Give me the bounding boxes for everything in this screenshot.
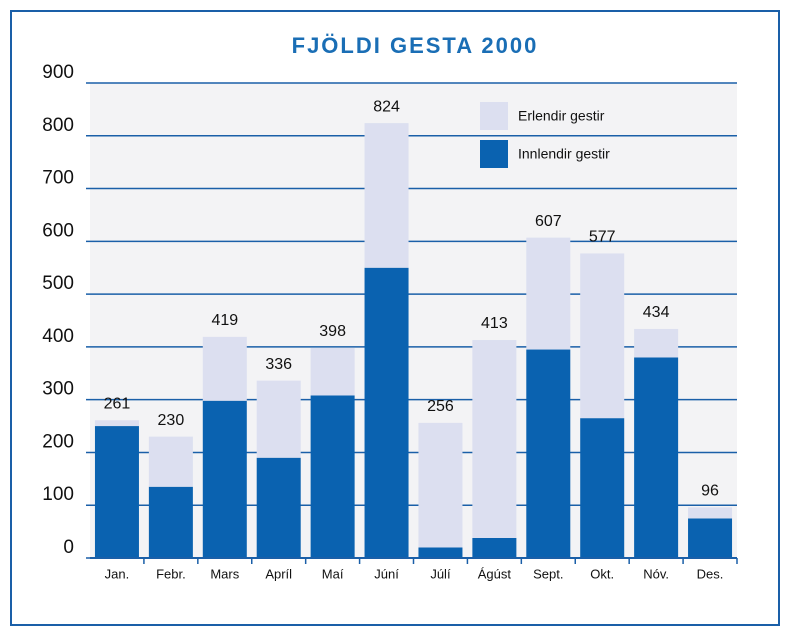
x-tick-label: Apríl: [265, 566, 292, 581]
y-tick-label: 800: [42, 115, 74, 136]
legend-label: Innlendir gestir: [518, 146, 610, 162]
x-tick-label: Júní: [374, 566, 399, 581]
legend-label: Erlendir gestir: [518, 108, 605, 124]
total-label: 398: [319, 323, 346, 340]
total-label: 261: [104, 395, 131, 412]
bar-segment: [202, 336, 247, 401]
bar-segment: [148, 486, 193, 558]
total-label: 230: [158, 412, 185, 429]
x-tick-label: Okt.: [590, 566, 614, 581]
total-label: 336: [265, 356, 292, 373]
bar-segment: [634, 328, 679, 358]
total-label: 96: [701, 483, 719, 500]
plot-area: [90, 83, 737, 558]
total-label: 413: [481, 315, 508, 332]
y-tick-label: 0: [63, 537, 74, 558]
y-tick-label: 400: [42, 326, 74, 347]
bar-segment: [364, 267, 409, 558]
bar-segment: [472, 537, 517, 558]
x-tick-label: Jan.: [105, 566, 130, 581]
bar-segment: [310, 395, 355, 558]
bar-segment: [256, 457, 301, 558]
y-tick-label: 500: [42, 273, 74, 294]
bar-segment: [526, 349, 571, 558]
x-tick-label: Maí: [322, 566, 344, 581]
x-tick-label: Nóv.: [643, 566, 669, 581]
y-tick-label: 300: [42, 379, 74, 400]
bar-segment: [688, 518, 733, 558]
bar-segment: [148, 436, 193, 487]
bar-segment: [472, 340, 517, 538]
y-tick-label: 600: [42, 220, 74, 241]
x-tick-label: Sept.: [533, 566, 563, 581]
y-tick-label: 700: [42, 168, 74, 189]
bar-segment: [256, 380, 301, 458]
total-label: 419: [211, 312, 238, 329]
y-tick-label: 100: [42, 484, 74, 505]
bar-segment: [688, 507, 733, 519]
x-tick-label: Des.: [697, 566, 724, 581]
total-label: 607: [535, 213, 562, 230]
x-tick-label: Ágúst: [478, 566, 512, 581]
x-tick-label: Mars: [210, 566, 239, 581]
total-label: 256: [427, 398, 454, 415]
bar-segment: [310, 347, 355, 396]
bar-segment: [580, 253, 625, 419]
bar-segment: [94, 426, 139, 558]
x-tick-label: Júlí: [430, 566, 451, 581]
bar-segment: [634, 357, 679, 558]
total-label: 434: [643, 304, 670, 321]
x-tick-label: Febr.: [156, 566, 186, 581]
bar-segment: [202, 400, 247, 558]
bar-segment: [526, 237, 571, 350]
chart-title: FJÖLDI GESTA 2000: [292, 33, 539, 58]
legend-swatch: [480, 140, 508, 168]
bar-segment: [580, 418, 625, 558]
bar-segment: [364, 123, 409, 268]
y-tick-label: 200: [42, 431, 74, 452]
bar-segment: [94, 420, 139, 427]
total-label: 577: [589, 229, 616, 246]
bar-segment: [418, 422, 463, 548]
legend-swatch: [480, 102, 508, 130]
bar-segment: [418, 547, 463, 558]
total-label: 824: [373, 98, 400, 115]
y-tick-label: 900: [42, 62, 74, 83]
